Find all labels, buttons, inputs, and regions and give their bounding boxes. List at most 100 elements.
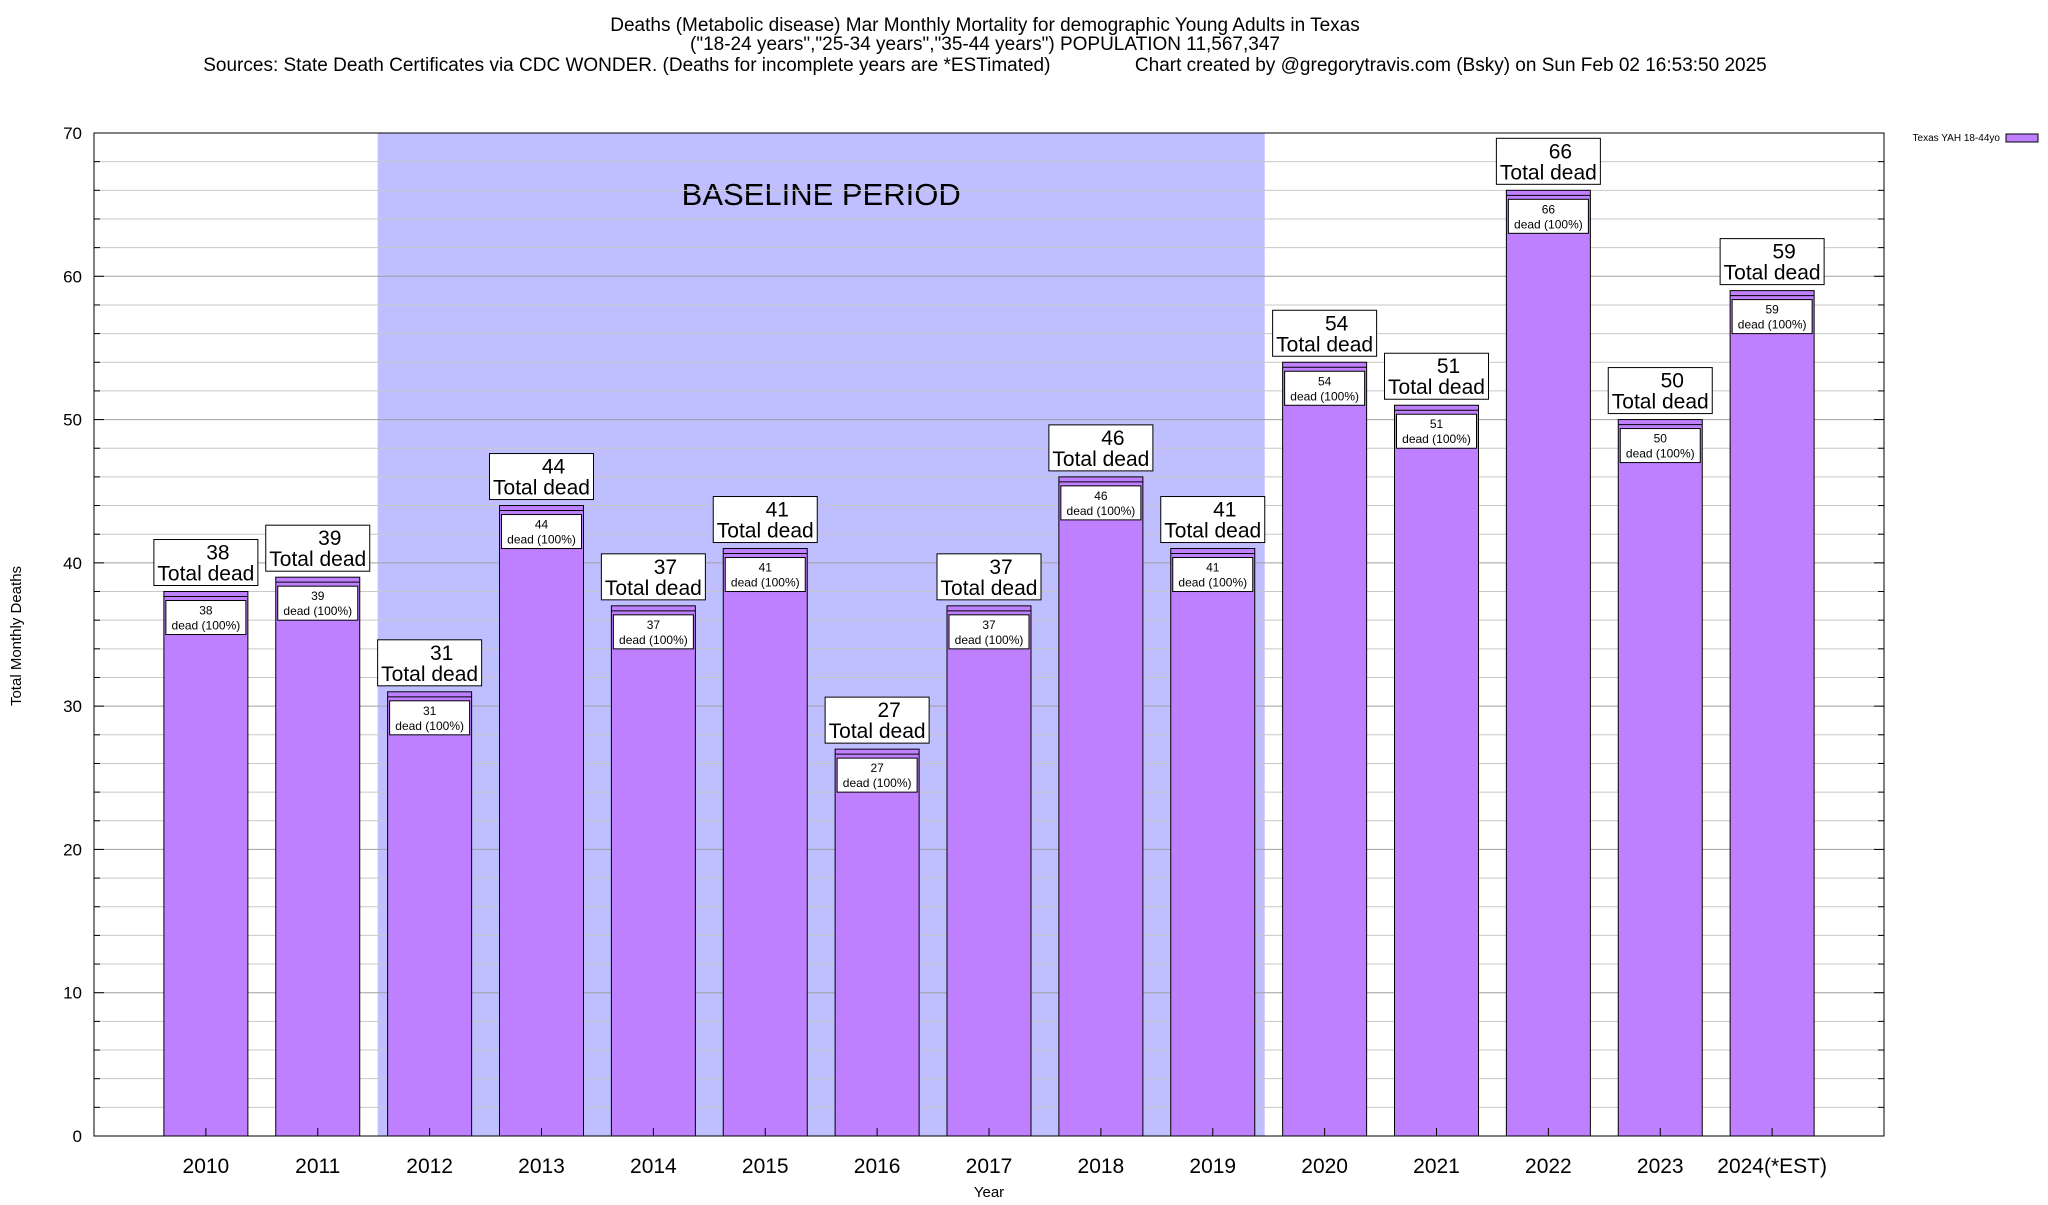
- top-label-box: [600, 553, 706, 601]
- inner-label-box: [1731, 299, 1813, 335]
- top-label-box: [489, 453, 594, 501]
- top-total-label: Total dead: [1724, 262, 1821, 285]
- top-value-label: 37: [989, 556, 1012, 579]
- top-label-box: [1384, 352, 1489, 400]
- top-label-box: [824, 696, 930, 744]
- top-total-label: Total dead: [829, 720, 926, 743]
- inner-value-label: 54: [1318, 374, 1332, 388]
- top-total-label: Total dead: [1500, 161, 1597, 184]
- y-tick-label: 60: [63, 267, 82, 286]
- inner-label-box: [1172, 557, 1254, 593]
- top-total-label: Total dead: [1052, 448, 1149, 471]
- inner-value-label: 46: [1094, 489, 1108, 503]
- inner-percent-label: dead (100%): [843, 776, 912, 790]
- top-label-box: [377, 639, 483, 687]
- x-tick-label: 2020: [1301, 1155, 1348, 1178]
- inner-value-label: 44: [535, 518, 549, 532]
- top-label-box: [1272, 309, 1378, 357]
- legend-label: Texas YAH 18-44yo: [1913, 133, 2001, 144]
- top-total-label: Total dead: [605, 577, 702, 600]
- top-total-label: Total dead: [1612, 391, 1709, 414]
- top-label-box: [1719, 238, 1825, 286]
- top-label-box: [1160, 496, 1266, 544]
- top-value-label: 37: [654, 556, 677, 579]
- top-total-label: Total dead: [381, 663, 478, 686]
- inner-value-label: 50: [1654, 432, 1668, 446]
- x-tick-label: 2022: [1525, 1155, 1572, 1178]
- x-tick-label: 2011: [295, 1155, 340, 1178]
- bar-2017: [946, 605, 1032, 1137]
- y-tick-label: 70: [63, 124, 82, 143]
- x-axis-title: Year: [974, 1184, 1004, 1200]
- inner-label-box: [1619, 428, 1701, 464]
- x-tick-label: 2024(*EST): [1717, 1155, 1827, 1178]
- bar-2011: [275, 576, 361, 1137]
- bar-2014: [610, 605, 696, 1137]
- top-value-label: 59: [1772, 241, 1795, 264]
- top-value-label: 54: [1325, 312, 1349, 335]
- inner-percent-label: dead (100%): [395, 719, 464, 733]
- inner-value-label: 38: [199, 604, 213, 618]
- x-tick-label: 2018: [1078, 1155, 1125, 1178]
- top-label-box: [936, 553, 1042, 601]
- top-total-label: Total dead: [941, 577, 1038, 600]
- inner-percent-label: dead (100%): [619, 633, 688, 647]
- legend-swatch: [2005, 133, 2039, 143]
- top-value-label: 41: [766, 499, 789, 522]
- x-tick-label: 2017: [966, 1155, 1013, 1178]
- inner-percent-label: dead (100%): [731, 576, 800, 590]
- top-total-label: Total dead: [1276, 333, 1373, 356]
- chart-title-line-2: ("18-24 years","25-34 years","35-44 year…: [690, 34, 1280, 55]
- bar-2013: [499, 505, 584, 1137]
- top-label-box: [153, 539, 259, 587]
- inner-label-box: [724, 557, 806, 593]
- top-total-label: Total dead: [269, 548, 366, 571]
- x-tick-label: 2019: [1189, 1155, 1236, 1178]
- top-value-label: 66: [1549, 140, 1572, 163]
- y-tick-label: 0: [73, 1127, 82, 1146]
- top-total-label: Total dead: [1388, 376, 1485, 399]
- bar-2016: [834, 748, 920, 1137]
- top-label-box: [1048, 424, 1154, 472]
- top-total-label: Total dead: [1164, 520, 1261, 543]
- inner-percent-label: dead (100%): [1178, 576, 1247, 590]
- inner-value-label: 51: [1430, 417, 1444, 431]
- inner-percent-label: dead (100%): [1738, 318, 1807, 332]
- top-value-label: 39: [318, 527, 341, 550]
- bar-2018: [1058, 476, 1144, 1137]
- y-tick-label: 10: [63, 984, 82, 1003]
- bar-2022: [1505, 189, 1591, 1137]
- y-tick-label: 20: [63, 840, 82, 859]
- inner-value-label: 41: [1206, 561, 1220, 575]
- top-value-label: 50: [1661, 370, 1684, 393]
- baseline-label: BASELINE PERIOD: [682, 177, 961, 212]
- top-label-box: [1495, 137, 1601, 185]
- x-tick-label: 2016: [854, 1155, 901, 1178]
- x-tick-label: 2015: [742, 1155, 789, 1178]
- inner-value-label: 41: [759, 561, 773, 575]
- x-tick-label: 2010: [183, 1155, 230, 1178]
- top-label-box: [265, 524, 371, 572]
- inner-value-label: 31: [423, 704, 437, 718]
- top-value-label: 46: [1101, 427, 1124, 450]
- inner-percent-label: dead (100%): [1067, 504, 1136, 518]
- top-value-label: 51: [1437, 355, 1460, 378]
- top-total-label: Total dead: [157, 563, 254, 586]
- inner-percent-label: dead (100%): [1290, 389, 1359, 403]
- inner-label-box: [277, 585, 359, 621]
- inner-value-label: 37: [647, 618, 661, 632]
- inner-value-label: 59: [1765, 303, 1779, 317]
- inner-label-box: [501, 514, 582, 550]
- y-tick-label: 30: [63, 697, 82, 716]
- bar-2015: [722, 548, 808, 1137]
- inner-label-box: [1060, 485, 1142, 521]
- inner-percent-label: dead (100%): [507, 533, 576, 547]
- inner-value-label: 66: [1542, 202, 1556, 216]
- top-value-label: 38: [206, 542, 229, 565]
- bar-2019: [1170, 548, 1256, 1137]
- x-tick-label: 2023: [1637, 1155, 1684, 1178]
- bar-2021: [1394, 404, 1479, 1137]
- x-tick-label: 2013: [518, 1155, 565, 1178]
